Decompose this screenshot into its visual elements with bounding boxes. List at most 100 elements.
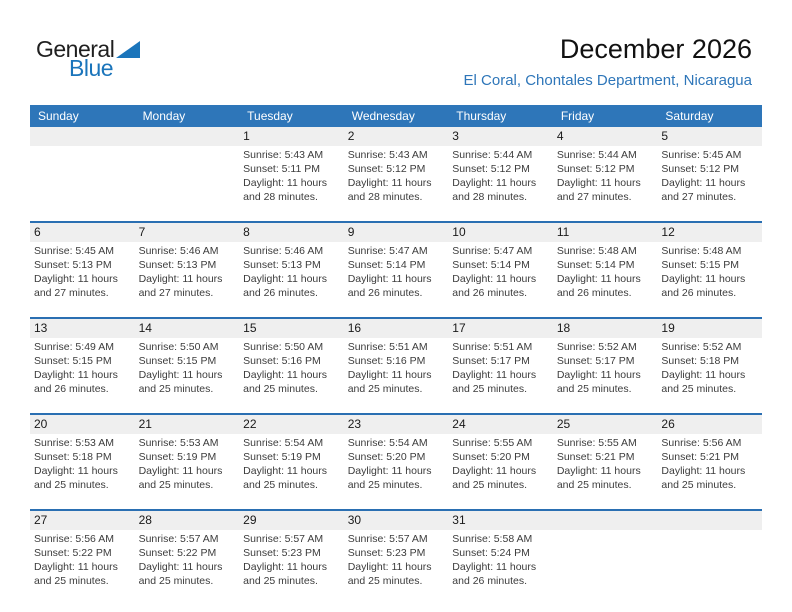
calendar-weeks: 1 Sunrise: 5:43 AM Sunset: 5:11 PM Daylight… bbox=[30, 127, 762, 598]
calendar-cell: 28 Sunrise: 5:57 AM Sunset: 5:22 PM Dayligh… bbox=[134, 511, 240, 598]
day-detail-line: Daylight: 11 hours bbox=[452, 369, 537, 381]
day-detail-line: Sunset: 5:24 PM bbox=[452, 547, 530, 559]
day-details: Sunrise: 5:53 AM Sunset: 5:19 PM Daylight:… bbox=[135, 434, 240, 502]
day-detail-line: and 25 minutes. bbox=[243, 479, 318, 491]
day-detail-line: Daylight: 11 hours bbox=[347, 369, 432, 381]
day-detail-line: Daylight: 11 hours bbox=[138, 369, 223, 381]
day-detail-line: Sunset: 5:18 PM bbox=[34, 451, 112, 463]
day-detail-line: Daylight: 11 hours bbox=[243, 273, 327, 285]
day-detail-line: Sunset: 5:14 PM bbox=[347, 259, 426, 271]
day-detail-line: Sunset: 5:20 PM bbox=[452, 451, 530, 463]
day-detail-line: and 25 minutes. bbox=[347, 575, 423, 587]
day-detail-line: Daylight: 11 hours bbox=[34, 465, 118, 477]
day-detail-line: and 25 minutes. bbox=[34, 575, 109, 587]
day-number: 10 bbox=[448, 223, 553, 242]
day-details: Sunrise: 5:47 AM Sunset: 5:14 PM Daylight:… bbox=[344, 242, 449, 310]
day-detail-line: Daylight: 11 hours bbox=[556, 177, 641, 189]
day-detail-line: Sunset: 5:17 PM bbox=[556, 355, 635, 367]
day-detail-line: Daylight: 11 hours bbox=[243, 465, 327, 477]
day-details: Sunrise: 5:53 AM Sunset: 5:18 PM Daylight:… bbox=[30, 434, 135, 502]
day-detail-line: Sunrise: 5:54 AM bbox=[347, 437, 428, 449]
day-detail-line: Sunrise: 5:58 AM bbox=[452, 533, 533, 545]
day-detail-line: Sunrise: 5:47 AM bbox=[452, 245, 533, 257]
day-detail-line: Sunset: 5:12 PM bbox=[661, 163, 740, 175]
day-number: 7 bbox=[134, 223, 240, 242]
day-details: Sunrise: 5:55 AM Sunset: 5:20 PM Daylight:… bbox=[448, 434, 553, 502]
day-detail-line: Sunrise: 5:52 AM bbox=[661, 341, 742, 353]
calendar-cell: 4 Sunrise: 5:44 AM Sunset: 5:12 PM Daylight… bbox=[552, 127, 658, 214]
weekday-header-thursday: Thursday bbox=[456, 109, 507, 123]
day-detail-line: Sunset: 5:19 PM bbox=[138, 451, 217, 463]
day-detail-line: and 25 minutes. bbox=[34, 479, 109, 491]
day-detail-line: Sunrise: 5:55 AM bbox=[452, 437, 533, 449]
day-details bbox=[553, 530, 658, 598]
calendar-cell: 7 Sunrise: 5:46 AM Sunset: 5:13 PM Daylight… bbox=[134, 223, 240, 310]
day-detail-line: Sunset: 5:22 PM bbox=[138, 547, 217, 559]
day-detail-line: Sunrise: 5:50 AM bbox=[138, 341, 219, 353]
day-detail-line: Sunrise: 5:47 AM bbox=[347, 245, 428, 257]
day-number: 29 bbox=[239, 511, 344, 530]
day-detail-line: Sunrise: 5:50 AM bbox=[243, 341, 324, 353]
day-detail-line: Sunrise: 5:51 AM bbox=[452, 341, 533, 353]
calendar-cell: 16 Sunrise: 5:51 AM Sunset: 5:16 PM Dayligh… bbox=[343, 319, 449, 406]
day-detail-line: Sunrise: 5:56 AM bbox=[34, 533, 114, 545]
day-detail-line: Sunset: 5:12 PM bbox=[556, 163, 635, 175]
day-detail-line: Sunset: 5:13 PM bbox=[34, 259, 112, 271]
calendar-cell: 29 Sunrise: 5:57 AM Sunset: 5:23 PM Dayligh… bbox=[239, 511, 344, 598]
day-details: Sunrise: 5:54 AM Sunset: 5:19 PM Daylight:… bbox=[239, 434, 344, 502]
day-details: Sunrise: 5:51 AM Sunset: 5:17 PM Daylight:… bbox=[448, 338, 553, 406]
day-detail-line: Daylight: 11 hours bbox=[138, 465, 223, 477]
day-detail-line: Daylight: 11 hours bbox=[452, 561, 537, 573]
day-number: 14 bbox=[134, 319, 240, 338]
calendar-cell-empty bbox=[552, 511, 658, 598]
calendar-cell: 22 Sunrise: 5:54 AM Sunset: 5:19 PM Dayligh… bbox=[239, 415, 344, 502]
weekday-header-row: Sunday Monday Tuesday Wednesday Thursday… bbox=[30, 105, 762, 127]
day-number: 13 bbox=[30, 319, 135, 338]
calendar-cell: 9 Sunrise: 5:47 AM Sunset: 5:14 PM Daylight… bbox=[343, 223, 449, 310]
day-detail-line: Sunset: 5:12 PM bbox=[452, 163, 530, 175]
day-detail-line: Sunset: 5:23 PM bbox=[243, 547, 321, 559]
calendar-cell: 23 Sunrise: 5:54 AM Sunset: 5:20 PM Dayligh… bbox=[343, 415, 449, 502]
day-detail-line: Daylight: 11 hours bbox=[243, 177, 327, 189]
calendar-cell: 11 Sunrise: 5:48 AM Sunset: 5:14 PM Dayligh… bbox=[552, 223, 658, 310]
day-detail-line: Sunset: 5:15 PM bbox=[138, 355, 217, 367]
day-details: Sunrise: 5:49 AM Sunset: 5:15 PM Daylight:… bbox=[30, 338, 135, 406]
day-details: Sunrise: 5:57 AM Sunset: 5:23 PM Daylight:… bbox=[344, 530, 449, 598]
day-details: Sunrise: 5:50 AM Sunset: 5:16 PM Daylight:… bbox=[239, 338, 344, 406]
day-detail-line: Daylight: 11 hours bbox=[138, 561, 223, 573]
day-number: 1 bbox=[239, 127, 344, 146]
day-number: 22 bbox=[239, 415, 344, 434]
day-details bbox=[30, 146, 135, 214]
day-detail-line: and 27 minutes. bbox=[34, 287, 109, 299]
calendar-cell: 24 Sunrise: 5:55 AM Sunset: 5:20 PM Dayligh… bbox=[448, 415, 553, 502]
day-details: Sunrise: 5:52 AM Sunset: 5:17 PM Daylight:… bbox=[553, 338, 658, 406]
calendar-cell: 20 Sunrise: 5:53 AM Sunset: 5:18 PM Dayligh… bbox=[30, 415, 135, 502]
day-detail-line: Sunrise: 5:57 AM bbox=[243, 533, 324, 545]
day-detail-line: and 25 minutes. bbox=[243, 575, 318, 587]
day-detail-line: and 25 minutes. bbox=[556, 383, 632, 395]
day-detail-line: Daylight: 11 hours bbox=[452, 177, 537, 189]
logo-text-general: General bbox=[36, 36, 115, 62]
day-detail-line: and 28 minutes. bbox=[347, 191, 423, 203]
week-row: 13 Sunrise: 5:49 AM Sunset: 5:15 PM Dayligh… bbox=[30, 317, 762, 406]
day-detail-line: Sunrise: 5:45 AM bbox=[34, 245, 114, 257]
day-number: 31 bbox=[448, 511, 553, 530]
day-number: 9 bbox=[343, 223, 449, 242]
calendar-cell: 21 Sunrise: 5:53 AM Sunset: 5:19 PM Dayligh… bbox=[134, 415, 240, 502]
day-detail-line: Sunset: 5:14 PM bbox=[452, 259, 530, 271]
day-detail-line: and 26 minutes. bbox=[661, 287, 737, 299]
calendar-cell: 5 Sunrise: 5:45 AM Sunset: 5:12 PM Daylight… bbox=[657, 127, 762, 214]
day-detail-line: and 26 minutes. bbox=[452, 287, 527, 299]
day-details: Sunrise: 5:48 AM Sunset: 5:15 PM Daylight:… bbox=[657, 242, 762, 310]
day-detail-line: and 25 minutes. bbox=[661, 383, 737, 395]
calendar-cell: 6 Sunrise: 5:45 AM Sunset: 5:13 PM Daylight… bbox=[30, 223, 135, 310]
general-blue-logo: General Blue bbox=[36, 36, 141, 80]
day-detail-line: Sunset: 5:15 PM bbox=[661, 259, 740, 271]
week-row: 6 Sunrise: 5:45 AM Sunset: 5:13 PM Daylight… bbox=[30, 221, 762, 310]
day-detail-line: Sunrise: 5:43 AM bbox=[347, 149, 428, 161]
day-detail-line: and 27 minutes. bbox=[138, 287, 214, 299]
day-detail-line: and 26 minutes. bbox=[347, 287, 423, 299]
week-row: 27 Sunrise: 5:56 AM Sunset: 5:22 PM Dayligh… bbox=[30, 509, 762, 598]
calendar-cell: 26 Sunrise: 5:56 AM Sunset: 5:21 PM Dayligh… bbox=[657, 415, 762, 502]
day-detail-line: Sunrise: 5:54 AM bbox=[243, 437, 324, 449]
